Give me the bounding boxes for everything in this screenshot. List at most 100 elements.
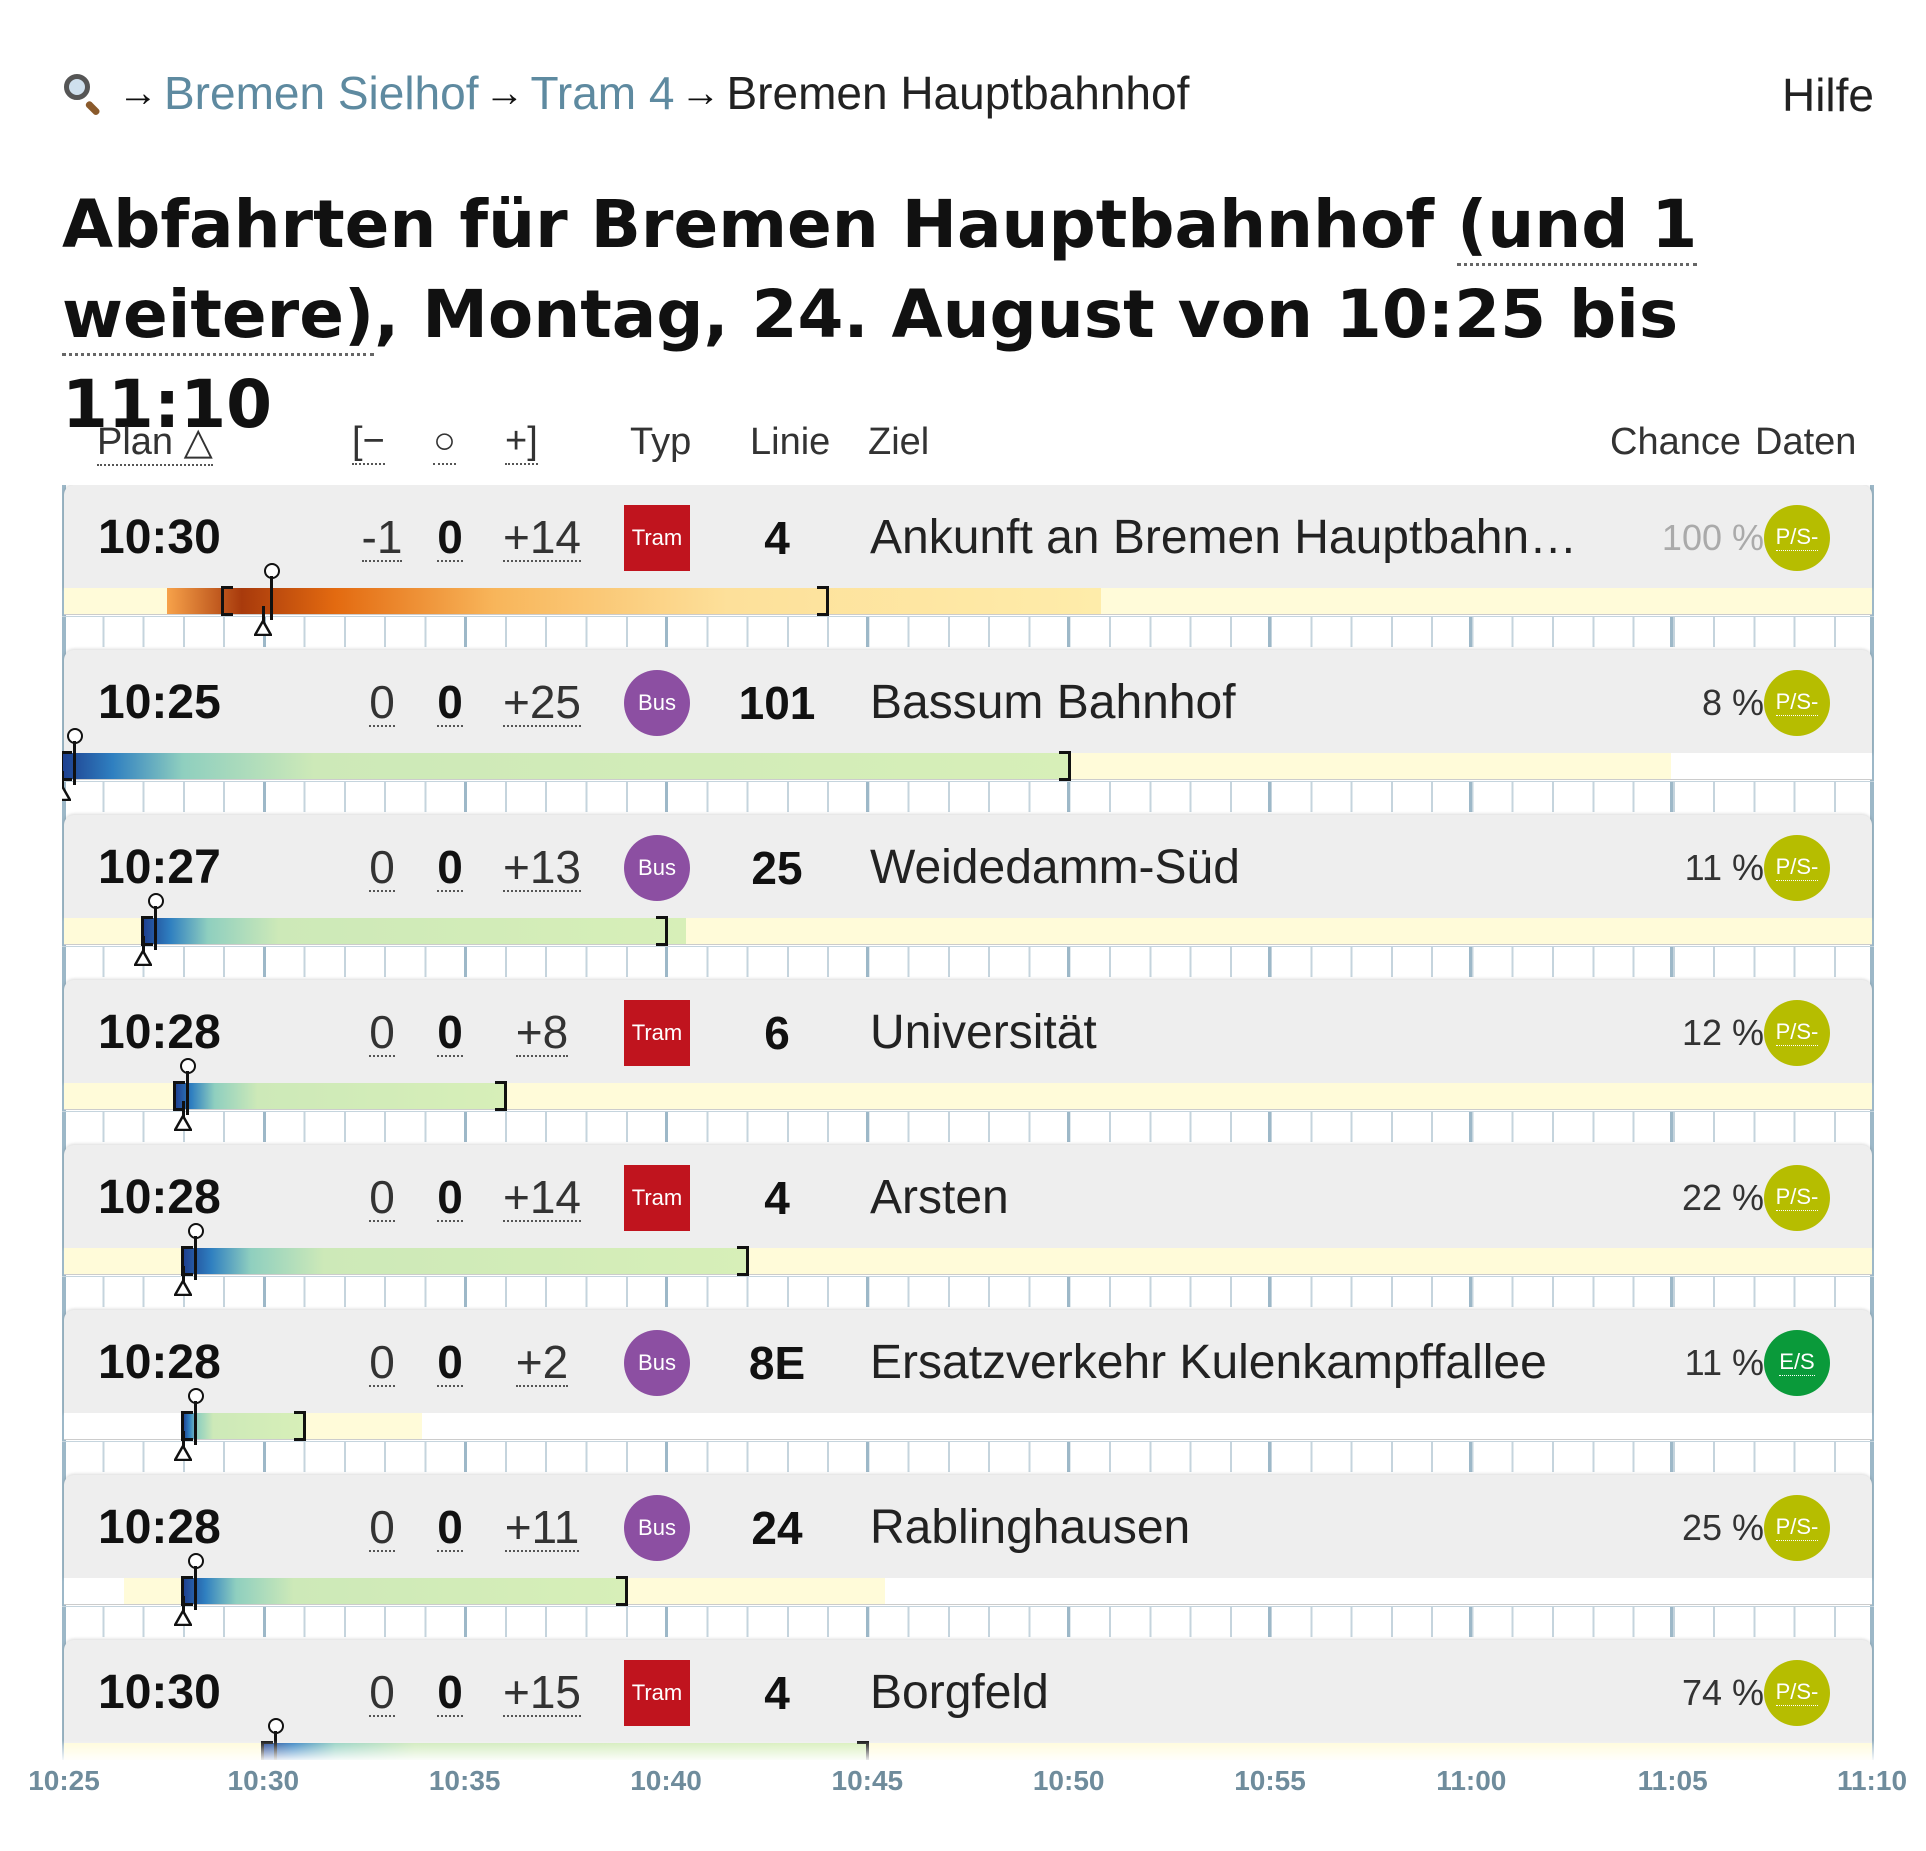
destination[interactable]: Borgfeld	[870, 1666, 1049, 1719]
max-bracket	[615, 1576, 628, 1606]
median-delay: 0	[437, 1335, 463, 1388]
min-delay: 0	[369, 1170, 395, 1223]
destination[interactable]: Universität	[870, 1006, 1097, 1059]
data-source-badge[interactable]: P/S-	[1764, 1659, 1830, 1726]
min-bracket	[180, 1246, 193, 1276]
destination[interactable]: Rablinghausen	[870, 1501, 1191, 1554]
data-source-badge[interactable]: P/S-	[1764, 504, 1830, 571]
departure-row[interactable]: 10:28 0 0 +11 Bus 24 Rablinghausen 25 % P/S-	[62, 1475, 1874, 1637]
row-info	[64, 1145, 1872, 1250]
data-source-badge[interactable]: P/S-	[1764, 1164, 1830, 1231]
line-number[interactable]: 4	[764, 1666, 790, 1719]
plan-time: 10:30	[98, 511, 221, 564]
column-header-zero[interactable]: ○	[433, 412, 456, 472]
plan-time: 10:30	[98, 1666, 221, 1719]
column-header-plus[interactable]: +]	[505, 412, 538, 472]
min-bracket	[172, 1081, 185, 1111]
data-source[interactable]: P/S-	[1764, 1475, 1830, 1580]
departure-row[interactable]: 10:25 0 0 +25 Bus 101 Bassum Bahnhof 8 % P/S-	[62, 650, 1874, 812]
vehicle-type: Tram	[622, 485, 692, 590]
line-number[interactable]: 101	[738, 676, 816, 729]
row-info	[64, 815, 1872, 920]
delay-distribution-bar	[142, 918, 687, 944]
min-delay: 0	[369, 1500, 395, 1553]
data-source-badge[interactable]: P/S-	[1764, 834, 1830, 901]
max-delay: +15	[502, 1665, 582, 1718]
chance-value: 25 %	[1681, 1506, 1764, 1548]
data-source[interactable]: E/S	[1764, 1310, 1830, 1415]
chance-value: 8 %	[1701, 681, 1764, 723]
destination[interactable]: Ersatzverkehr Kulenkampffallee	[870, 1336, 1547, 1389]
median-delay: 0	[437, 510, 463, 563]
help-link[interactable]: Hilfe	[1781, 69, 1874, 121]
vehicle-type: Tram	[622, 980, 692, 1085]
line-number[interactable]: 4	[764, 1171, 790, 1224]
plan-time: 10:28	[98, 1006, 221, 1059]
more-stops-link[interactable]: (und 1 weitere)	[62, 186, 1698, 356]
vehicle-type: Bus	[622, 650, 692, 755]
plan-time: 10:27	[98, 841, 221, 894]
line-number[interactable]: 4	[764, 511, 790, 564]
column-header-minus[interactable]: [−	[352, 412, 385, 472]
tram-icon: Tram	[624, 1659, 690, 1726]
median-delay: 0	[437, 1665, 463, 1718]
plan-time: 10:28	[98, 1336, 221, 1389]
chance-value: 11 %	[1684, 846, 1764, 888]
plan-time: 10:28	[98, 1501, 221, 1554]
data-source[interactable]: P/S-	[1764, 1145, 1830, 1250]
axis-tick-label: 10:50	[1032, 1765, 1105, 1796]
destination[interactable]: Arsten	[870, 1171, 1009, 1224]
destination[interactable]: Weidedamm-Süd	[870, 841, 1240, 894]
axis-tick-label: 10:40	[630, 1765, 702, 1796]
data-source-badge[interactable]: P/S-	[1764, 669, 1830, 736]
search-icon[interactable]	[62, 72, 104, 117]
min-bracket	[62, 751, 72, 781]
data-source[interactable]: P/S-	[1764, 815, 1830, 920]
min-delay: 0	[369, 1335, 395, 1388]
median-marker	[187, 1388, 204, 1448]
departure-row[interactable]: 10:27 0 0 +13 Bus 25 Weidedamm-Süd 11 % P/S-	[62, 815, 1874, 977]
row-info	[64, 1475, 1872, 1580]
breadcrumb-link-stop[interactable]: Bremen Sielhof	[164, 67, 479, 119]
median-delay: 0	[437, 1005, 463, 1058]
data-source[interactable]: P/S-	[1764, 485, 1830, 590]
delay-distribution-bar	[182, 1413, 304, 1439]
breadcrumb-link-line[interactable]: Tram 4	[530, 67, 675, 119]
median-marker	[187, 1223, 204, 1283]
data-source[interactable]: P/S-	[1764, 650, 1830, 755]
line-number[interactable]: 6	[764, 1006, 790, 1059]
min-delay: -1	[361, 510, 403, 563]
destination[interactable]: Ankunft an Bremen Hauptbahnhof	[870, 511, 1590, 564]
data-source[interactable]: P/S-	[1764, 1640, 1830, 1745]
data-source-badge[interactable]: P/S-	[1764, 999, 1830, 1066]
line-number[interactable]: 25	[751, 841, 803, 894]
destination[interactable]: Bassum Bahnhof	[870, 676, 1236, 729]
row-grid	[62, 1111, 1874, 1142]
axis-tick-label: 10:25	[28, 1765, 100, 1796]
departure-row[interactable]: 10:30 -1 0 +14 Tram 4 Ankunft an Bremen Hauptb…	[62, 485, 1874, 647]
delay-distribution-bar	[174, 1083, 505, 1109]
row-info	[64, 1640, 1872, 1745]
line-number[interactable]: 8E	[748, 1336, 806, 1389]
column-header-plan[interactable]: Plan △	[97, 412, 213, 472]
data-source-badge[interactable]: P/S-	[1764, 1494, 1830, 1561]
data-source-badge[interactable]: E/S	[1764, 1329, 1830, 1396]
max-bracket	[293, 1411, 306, 1441]
max-delay: +11	[504, 1500, 580, 1553]
page-title: Abfahrten für Bremen Hauptbahnhof (und 1…	[62, 180, 1702, 450]
departure-row[interactable]: 10:28 0 0 +14 Tram 4 Arsten 22 % P/S-	[62, 1145, 1874, 1307]
median-marker	[187, 1553, 204, 1613]
chance-value: 22 %	[1681, 1176, 1764, 1218]
median-marker	[179, 1058, 196, 1118]
row-grid	[62, 946, 1874, 977]
axis-tick-label: 11:10	[1836, 1765, 1908, 1796]
line-number[interactable]: 24	[751, 1501, 803, 1554]
axis-tick-label: 10:35	[428, 1765, 501, 1796]
min-delay: 0	[369, 675, 395, 728]
tram-icon: Tram	[624, 999, 690, 1066]
departure-row[interactable]: 10:28 0 0 +8 Tram 6 Universität 12 % P/S-	[62, 980, 1874, 1142]
data-source[interactable]: P/S-	[1764, 980, 1830, 1085]
min-delay: 0	[369, 1005, 395, 1058]
bus-icon: Bus	[624, 1329, 690, 1396]
departure-row[interactable]: 10:28 0 0 +2 Bus 8E Ersatzverkehr Kulenkampffa…	[62, 1310, 1874, 1472]
